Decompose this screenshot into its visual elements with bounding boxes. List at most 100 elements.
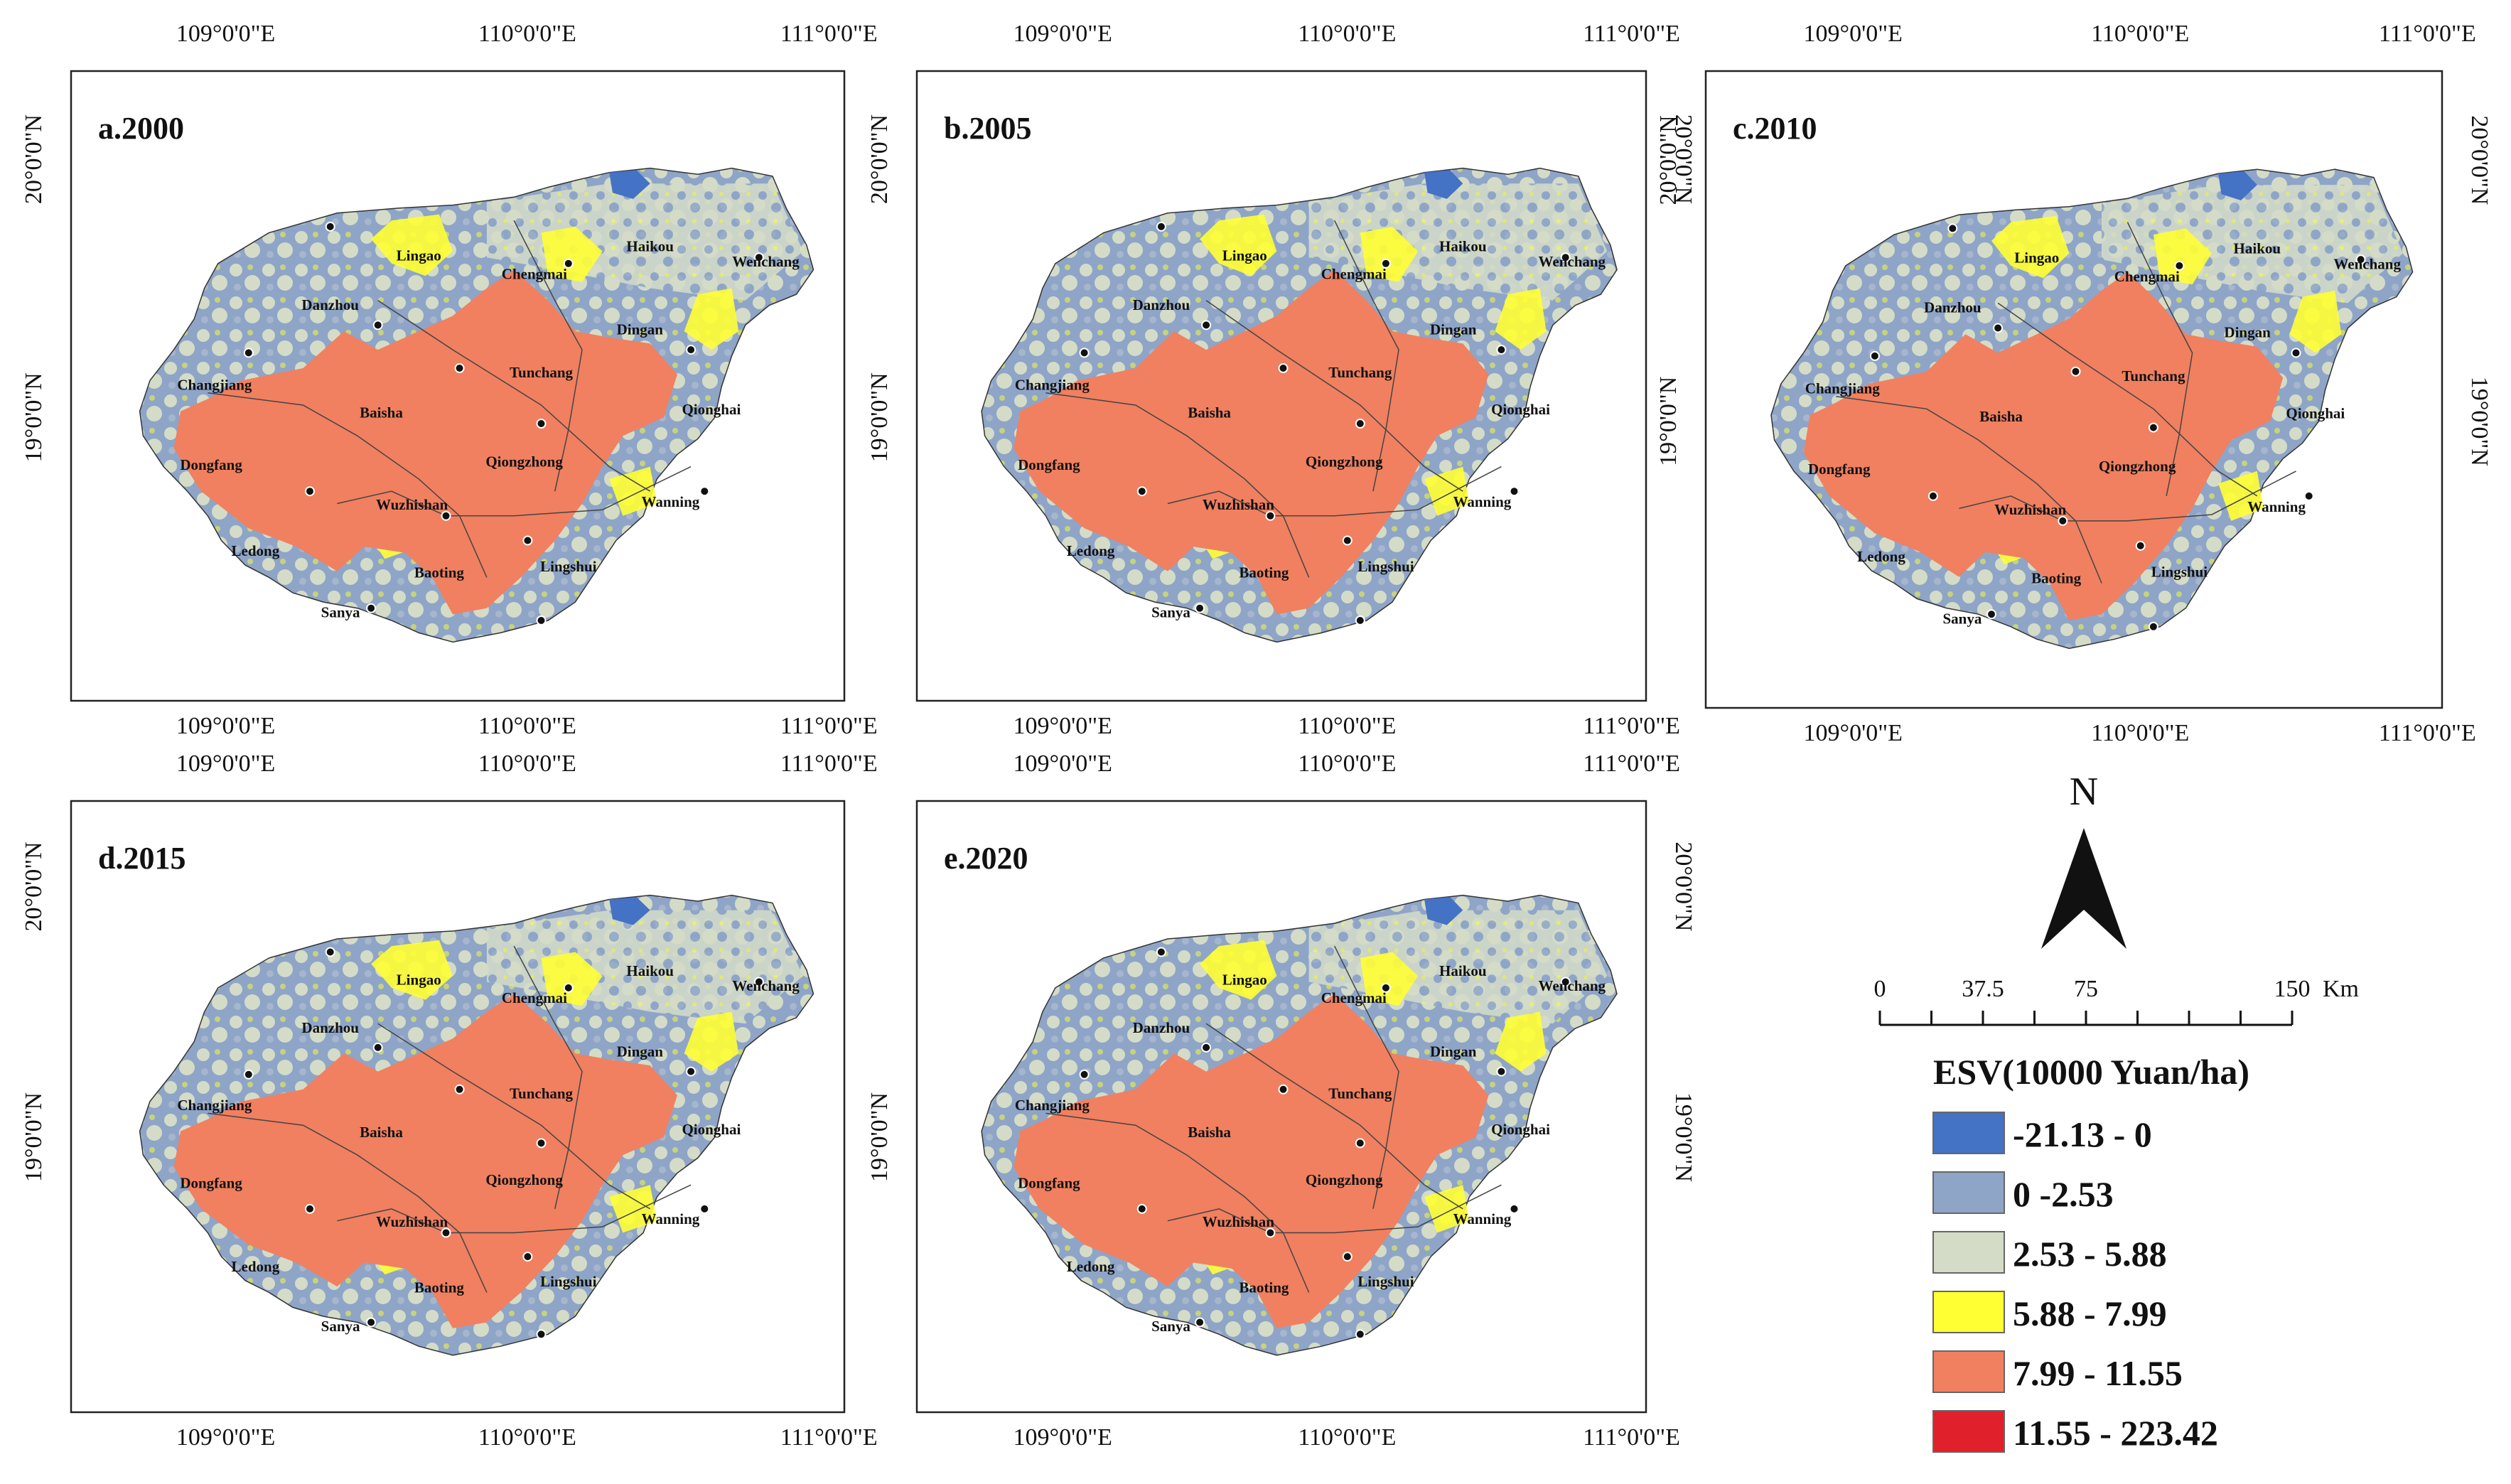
zone-water	[609, 897, 650, 925]
city-marker	[563, 982, 574, 993]
place-label: Dongfang	[1808, 461, 1871, 478]
place-label: Dongfang	[180, 456, 242, 473]
city-marker	[1136, 486, 1147, 497]
city-marker	[1079, 348, 1090, 358]
place-label: Wuzhishan	[1203, 496, 1274, 513]
city-marker	[536, 419, 547, 429]
district-boundary	[1836, 396, 2102, 584]
place-label: Wanning	[2247, 498, 2306, 515]
place-label: Wuzhishan	[376, 496, 448, 513]
top-lon-tick: 111°0'0"E	[780, 751, 878, 777]
city-marker	[2291, 348, 2301, 358]
place-label: Qionghai	[682, 401, 741, 418]
zone-patch	[1200, 940, 1277, 1000]
district-boundary	[377, 300, 651, 492]
bottom-lon-tick: 111°0'0"E	[1583, 1424, 1680, 1451]
legend-swatch	[1932, 1231, 2005, 1274]
city-marker	[1195, 603, 1205, 613]
place-label: Haikou	[626, 238, 674, 255]
place-label: Sanya	[1151, 1318, 1190, 1335]
top-lon-tick: 110°0'0"E	[478, 751, 576, 777]
district-boundary	[1959, 471, 2296, 522]
place-label: Baisha	[1188, 1124, 1231, 1141]
top-lon-tick: 109°0'0"E	[1013, 751, 1112, 777]
city-marker	[1496, 345, 1507, 355]
place-label: Tunchang	[2122, 367, 2185, 385]
city-marker	[1079, 1069, 1090, 1080]
place-label: Qiongzhong	[485, 1171, 563, 1188]
zone-patch	[1991, 215, 2070, 279]
scale-bar-unit: Km	[2323, 976, 2359, 1002]
city-marker	[2148, 621, 2158, 632]
district-boundary	[513, 945, 583, 1210]
city-marker	[1355, 419, 1365, 429]
panel-label: b.2005	[944, 111, 1031, 146]
place-label: Qionghai	[682, 1121, 741, 1138]
zone-patch	[1495, 288, 1547, 350]
top-lon-tick: 109°0'0"E	[176, 21, 275, 47]
city-marker	[1355, 1329, 1365, 1340]
city-marker	[366, 1317, 377, 1328]
city-marker	[1342, 535, 1353, 546]
city-marker	[563, 258, 574, 269]
district-boundary	[377, 1023, 651, 1210]
district-boundary	[1205, 1023, 1463, 1210]
bottom-lon-tick: 111°0'0"E	[1583, 713, 1680, 739]
district-boundary	[2126, 222, 2193, 497]
bottom-lon-tick: 110°0'0"E	[1298, 1424, 1396, 1451]
zone-patch	[541, 226, 603, 282]
map-panels: Lingao Haikou Chengmai Wenchang Danzhou Dinga…	[21, 21, 2493, 1451]
zone-water	[1424, 170, 1463, 199]
place-label: Sanya	[321, 1318, 360, 1335]
top-lon-tick: 110°0'0"E	[478, 21, 576, 47]
place-label: Haikou	[1439, 962, 1487, 979]
legend-swatch	[1932, 1171, 2005, 1214]
city-marker	[1278, 1084, 1289, 1095]
place-label: Chengmai	[1321, 989, 1387, 1006]
city-marker	[1560, 252, 1571, 263]
top-lon-tick: 110°0'0"E	[1298, 751, 1396, 777]
place-label: Lingao	[1222, 247, 1267, 264]
place-label: Lingao	[2014, 249, 2059, 267]
district-boundary	[208, 1112, 488, 1293]
place-label: Baisha	[1979, 408, 2023, 425]
place-label: Lingshui	[1357, 558, 1414, 575]
bottom-lon-tick: 110°0'0"E	[478, 713, 576, 739]
place-label: Ledong	[1067, 1258, 1115, 1275]
district-boundary	[1205, 300, 1463, 492]
city-marker	[1509, 486, 1520, 497]
left-lat-tick: 19°0'0"N	[21, 372, 47, 462]
place-label: Chengmai	[2114, 268, 2180, 285]
place-label: Dingan	[617, 1043, 664, 1060]
place-label: Wenchang	[1539, 977, 1606, 994]
place-label: Lingshui	[2151, 564, 2208, 581]
place-label: Wanning	[642, 493, 700, 510]
legend-area: N 0 37.5 75 150 Km ESV(10000 Yuan/ha) -21.13 - …	[1874, 770, 2359, 1453]
panel-label: e.2020	[944, 841, 1028, 876]
place-label: Dingan	[1430, 321, 1477, 338]
place-label: Wanning	[1453, 493, 1512, 510]
scale-bar-label: 0	[1874, 976, 1886, 1002]
place-label: Qiongzhong	[485, 453, 563, 471]
bottom-lon-tick: 111°0'0"E	[2379, 720, 2476, 746]
city-marker	[454, 1084, 465, 1095]
district-boundary	[1334, 220, 1399, 492]
bottom-lon-tick: 109°0'0"E	[1013, 1424, 1112, 1451]
city-marker	[2174, 260, 2185, 271]
north-arrow-letter: N	[2070, 770, 2098, 814]
top-lon-tick: 109°0'0"E	[1804, 21, 1903, 47]
right-lat-tick: 20°0'0"N	[2466, 115, 2493, 205]
place-label: Haikou	[2234, 240, 2281, 257]
panel-label: a.2000	[98, 111, 184, 146]
map-panel-a: Lingao Haikou Chengmai Wenchang Danzhou Dinga…	[21, 21, 878, 739]
place-label: Ledong	[232, 542, 280, 559]
bottom-lon-tick: 109°0'0"E	[176, 713, 275, 739]
place-label: Changjiang	[1015, 376, 1090, 393]
city-marker	[1195, 1317, 1205, 1328]
city-marker	[686, 345, 697, 355]
scale-bar-label: 37.5	[1962, 976, 2004, 1002]
place-label: Haikou	[626, 962, 674, 979]
city-marker	[243, 1069, 254, 1080]
district-boundary	[1167, 466, 1502, 517]
